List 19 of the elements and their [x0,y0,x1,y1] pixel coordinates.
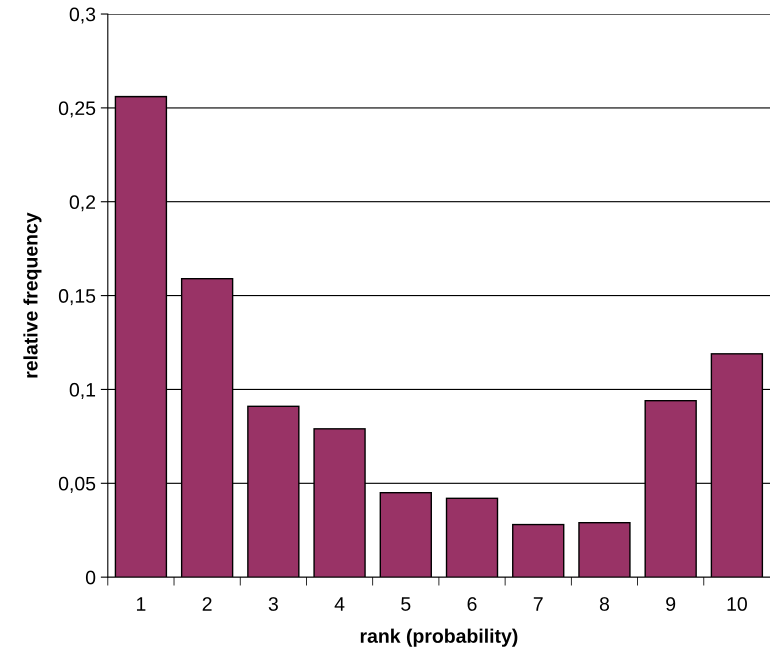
y-tick-label: 0,1 [70,382,96,399]
x-axis-title: rank (probability) [360,628,518,647]
x-tick-label: 4 [334,597,344,611]
x-tick-label: 6 [468,597,477,611]
y-tick-label: 0,05 [58,476,96,493]
y-axis-title: relative frequency [23,212,42,378]
x-tick-label: 9 [666,597,676,611]
x-tick-label: 1 [136,597,146,611]
x-tick-label: 8 [600,597,610,611]
x-tick-label: 5 [401,597,410,611]
y-tick-label: 0,3 [70,7,96,24]
x-tick-label: 2 [202,597,212,611]
x-tick-label: 3 [268,597,278,611]
y-tick-label: 0,25 [58,101,96,118]
y-tick-label: 0,2 [70,195,96,212]
x-tick-label: 7 [534,597,543,611]
y-tick-label: 0 [86,570,96,584]
x-tick-label: 10 [728,597,747,611]
y-tick-label: 0,15 [58,289,96,306]
